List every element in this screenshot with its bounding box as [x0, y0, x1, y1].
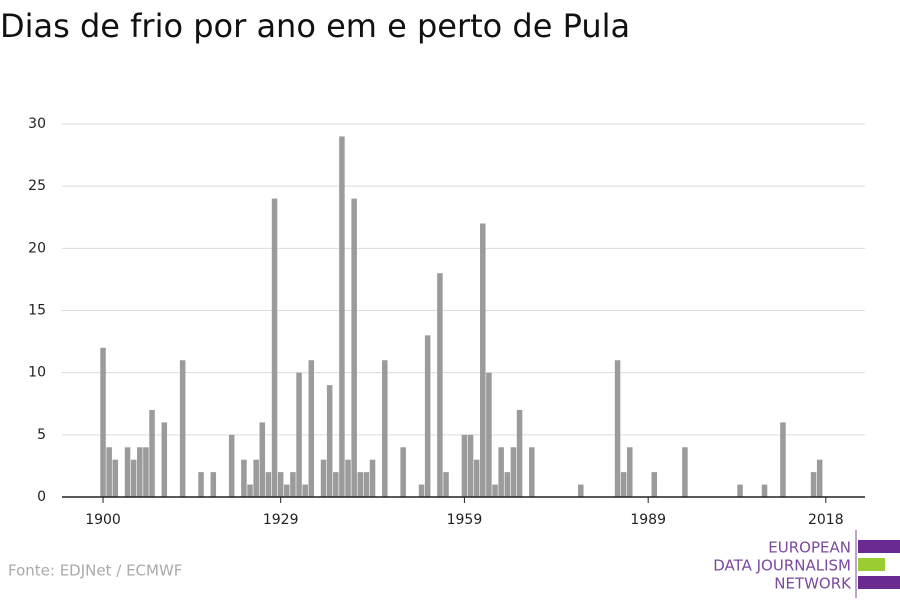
bar [461, 434, 468, 497]
bar [780, 422, 786, 497]
bar [241, 459, 247, 497]
bar [228, 434, 235, 497]
bar [627, 447, 633, 497]
bar [333, 472, 339, 497]
bar [161, 422, 168, 497]
logo-text: EUROPEAN [768, 539, 851, 557]
bar [424, 335, 431, 497]
bar [290, 472, 296, 497]
bar [149, 409, 155, 497]
bar [137, 447, 143, 497]
bar [492, 484, 498, 497]
y-tick-label: 0 [37, 489, 46, 505]
bar [486, 372, 492, 497]
bar [651, 472, 658, 497]
bar [326, 385, 333, 497]
bar [345, 459, 351, 497]
x-tick-label: 1989 [630, 512, 666, 528]
bar [351, 198, 357, 497]
y-tick-label: 20 [28, 240, 46, 256]
bar [682, 447, 688, 497]
bar [253, 459, 259, 497]
y-tick-label: 10 [28, 365, 46, 381]
bar [100, 347, 106, 497]
bar [504, 472, 511, 497]
logo: EUROPEAN DATA JOURNALISM NETWORK [713, 530, 900, 598]
logo-text: DATA JOURNALISM [713, 557, 851, 575]
bar [363, 472, 370, 497]
bar [179, 360, 186, 497]
bar [357, 472, 364, 497]
logo-bar [858, 558, 885, 571]
bar [284, 484, 290, 497]
bar [614, 360, 621, 497]
bar [198, 472, 204, 497]
bar [400, 447, 406, 497]
logo-bar [858, 540, 900, 553]
bar [124, 447, 131, 497]
bar [271, 198, 278, 497]
bar [339, 136, 345, 497]
bar [369, 459, 376, 497]
bar [473, 459, 480, 497]
bar [443, 472, 449, 497]
bar [382, 360, 388, 497]
bar [320, 459, 327, 497]
x-tick-label: 1959 [447, 512, 483, 528]
bar [510, 447, 517, 497]
chart-title: Dias de frio por ano em e perto de Pula [0, 7, 630, 45]
bar [761, 484, 768, 497]
bar [302, 484, 308, 497]
bar [529, 447, 535, 497]
source: Fonte: EDJNet / ECMWF [8, 562, 182, 580]
bar [498, 447, 504, 497]
bar [620, 472, 627, 497]
bar [480, 223, 486, 497]
y-tick-label: 5 [37, 427, 46, 443]
bar [259, 422, 266, 497]
logo-bar [858, 576, 900, 589]
bar [296, 372, 302, 497]
bar [816, 459, 823, 497]
logo-text: NETWORK [774, 575, 852, 593]
x-tick-label: 1929 [263, 512, 299, 528]
bar [112, 459, 119, 497]
bar [437, 273, 443, 497]
bar [516, 409, 523, 497]
bar [578, 484, 584, 497]
y-tick-label: 15 [28, 303, 46, 319]
x-tick-label: 1900 [85, 512, 121, 528]
bar [810, 472, 817, 497]
bar [130, 459, 137, 497]
bar [418, 484, 425, 497]
bar [265, 472, 272, 497]
bar [143, 447, 149, 497]
bar [247, 484, 253, 497]
bar [467, 434, 474, 497]
bar [308, 360, 315, 497]
bar [210, 472, 217, 497]
bar [737, 484, 743, 497]
bar [277, 472, 284, 497]
y-tick-label: 30 [28, 116, 46, 132]
y-tick-label: 25 [28, 178, 46, 194]
bar [106, 447, 112, 497]
x-tick-label: 2018 [808, 512, 844, 528]
